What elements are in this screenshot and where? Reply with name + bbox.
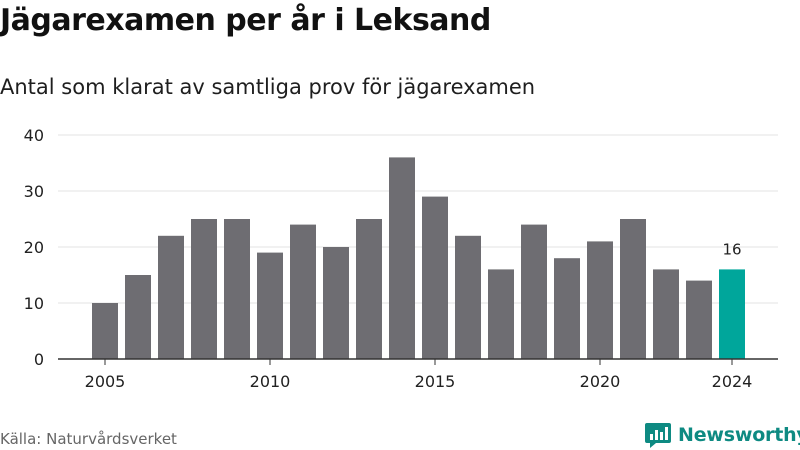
bar (125, 275, 151, 359)
bars (92, 157, 745, 359)
newsworthy-logo: Newsworthy (644, 421, 800, 449)
y-tick-label: 20 (24, 238, 44, 257)
bar (488, 269, 514, 359)
data-label: 16 (722, 240, 741, 258)
bar (521, 224, 547, 359)
y-tick-label: 40 (24, 126, 44, 145)
y-tick-label: 30 (24, 182, 44, 201)
bar (389, 157, 415, 359)
bar (191, 219, 217, 359)
bar (587, 241, 613, 359)
y-tick-label: 10 (24, 294, 44, 313)
chart-logo-icon (645, 423, 671, 448)
x-tick-label: 2015 (415, 372, 456, 391)
x-axis (58, 358, 778, 365)
bar (620, 219, 646, 359)
labels: 0 10 20 30 40 2005 2010 2015 2020 2024 16 (24, 126, 753, 391)
bar (356, 219, 382, 359)
bar (257, 252, 283, 359)
x-tick-label: 2010 (250, 372, 291, 391)
bar (290, 224, 316, 359)
chart-subtitle: Antal som klarat av samtliga prov för jä… (0, 75, 536, 99)
bar (653, 269, 679, 359)
bar (422, 196, 448, 359)
source-note: Källa: Naturvårdsverket (0, 430, 177, 448)
bar (455, 235, 481, 359)
x-tick-label: 2005 (85, 372, 126, 391)
x-tick-label: 2024 (712, 372, 753, 391)
x-tick-label: 2020 (580, 372, 621, 391)
y-tick-label: 0 (34, 350, 44, 369)
bar (158, 235, 184, 359)
bar (323, 247, 349, 359)
brand-name: Newsworthy (678, 424, 800, 446)
bar (719, 269, 745, 359)
bar (92, 303, 118, 359)
bar (224, 219, 250, 359)
bar (554, 258, 580, 359)
chart-title: Jägarexamen per år i Leksand (0, 3, 491, 38)
bar (686, 280, 712, 359)
